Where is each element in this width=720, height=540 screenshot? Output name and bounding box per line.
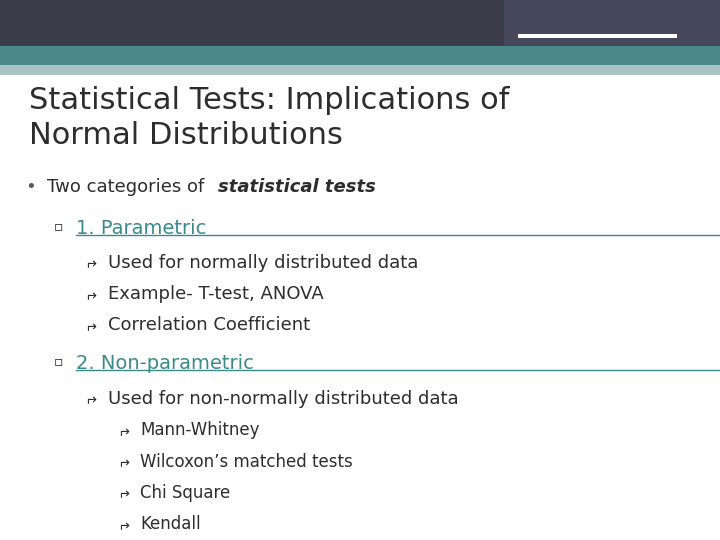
Text: Statistical Tests: Implications of: Statistical Tests: Implications of (29, 86, 509, 116)
Text: ↵: ↵ (117, 484, 129, 498)
Text: ↵: ↵ (117, 453, 129, 467)
Text: statistical tests: statistical tests (218, 178, 376, 196)
Text: •: • (25, 178, 36, 196)
Text: Used for non-normally distributed data: Used for non-normally distributed data (108, 390, 459, 408)
Text: Wilcoxon’s matched tests: Wilcoxon’s matched tests (140, 453, 353, 470)
Text: ▫: ▫ (54, 219, 63, 233)
Text: Correlation Coefficient: Correlation Coefficient (108, 316, 310, 334)
Text: Chi Square: Chi Square (140, 484, 230, 502)
FancyBboxPatch shape (504, 0, 720, 46)
FancyBboxPatch shape (518, 34, 677, 38)
Text: ↵: ↵ (117, 515, 129, 529)
Text: Mann-Whitney: Mann-Whitney (140, 421, 260, 439)
FancyBboxPatch shape (0, 0, 504, 46)
Text: Example- T-test, ANOVA: Example- T-test, ANOVA (108, 285, 324, 303)
Text: 2. Non-parametric: 2. Non-parametric (76, 354, 253, 373)
Text: ↵: ↵ (117, 421, 129, 435)
Text: Normal Distributions: Normal Distributions (29, 122, 343, 151)
Text: ↵: ↵ (85, 390, 96, 404)
Text: ↵: ↵ (85, 316, 96, 330)
FancyBboxPatch shape (0, 65, 720, 75)
Text: Two categories of: Two categories of (47, 178, 210, 196)
Text: Kendall: Kendall (140, 515, 201, 533)
Text: Used for normally distributed data: Used for normally distributed data (108, 254, 418, 272)
Text: ↵: ↵ (85, 254, 96, 268)
Text: ▫: ▫ (54, 354, 63, 368)
Text: 1. Parametric: 1. Parametric (76, 219, 206, 238)
Text: ↵: ↵ (85, 285, 96, 299)
FancyBboxPatch shape (0, 44, 720, 66)
